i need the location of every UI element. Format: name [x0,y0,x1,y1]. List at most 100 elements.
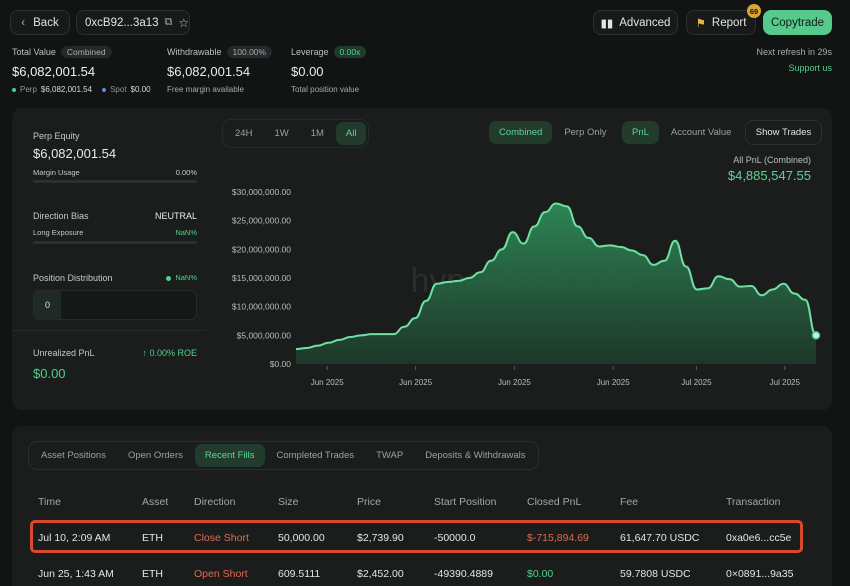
col-time: Time [38,496,61,508]
tab-all[interactable]: All [335,122,367,145]
tab-perp-only[interactable]: Perp Only [564,127,607,138]
leverage-block: Leverage 0.00x $0.00 Total position valu… [291,46,367,94]
position-distribution-label: Position Distribution [33,273,113,283]
y-tick-label: $20,000,000.00 [232,244,291,254]
unrealized-pnl-label: Unrealized PnL [33,348,95,358]
pnl-area-fill [296,203,816,364]
col-fee: Fee [620,496,639,508]
col-price: Price [357,496,381,508]
row1-direction: Close Short [194,532,249,544]
row2-price: $2,452.00 [357,568,404,580]
row1-start-position: -50000.0 [434,532,476,544]
total-value-block: Total Value Combined $6,082,001.54 Perp … [12,46,151,94]
col-transaction: Transaction [726,496,781,508]
spot-dot [102,87,107,92]
row2-asset[interactable]: ETH [142,568,163,580]
divider [12,330,207,331]
x-tick-label: Jun 2025 [597,378,630,387]
tab-1m[interactable]: 1M [310,128,324,139]
unrealized-pnl-value: $0.00 [33,366,66,381]
tab-deposits-withdrawals[interactable]: Deposits & Withdrawals [425,450,526,461]
long-exposure-value: NaN% [175,228,197,237]
mode-tabs: Combined Perp Only [487,119,619,146]
row2-fee: 59.7808 USDC [620,568,691,580]
y-tick-label: $0.00 [270,359,292,369]
row2-direction: Open Short [194,568,248,580]
copy-icon[interactable]: ⧉ [164,16,173,28]
col-direction: Direction [194,496,236,508]
position-count: 0 [34,291,61,319]
perp-value: $6,082,001.54 [40,85,93,94]
col-start-position: Start Position [434,496,497,508]
report-button[interactable]: ⚑ Report [686,10,756,35]
row1-asset[interactable]: ETH [142,532,163,544]
row1-fee: 61,647.70 USDC [620,532,700,544]
advanced-button[interactable]: ▮▮ Advanced [593,10,678,35]
x-tick-label: Jun 2025 [498,378,531,387]
copytrade-button[interactable]: Copytrade [763,10,832,35]
tab-asset-positions[interactable]: Asset Positions [41,450,106,461]
y-tick-label: $15,000,000.00 [232,273,291,283]
row-highlight [30,520,803,553]
metric-tabs: PnL Account Value [620,119,743,146]
x-tick-label: Jul 2025 [770,378,801,387]
row1-transaction[interactable]: 0xa0e6...cc5e [726,532,792,544]
show-trades-button[interactable]: Show Trades [745,120,822,145]
total-value-label: Total Value [12,47,56,57]
back-button[interactable]: ‹ Back [10,10,70,35]
star-icon[interactable]: ☆ [178,15,190,30]
row1-time: Jul 10, 2:09 AM [38,532,111,544]
col-size: Size [278,496,299,508]
pnl-endpoint[interactable] [811,331,821,340]
y-tick-label: $5,000,000.00 [237,330,292,340]
long-exposure-label: Long Exposure [33,228,84,237]
pnl-line [295,202,817,351]
perp-dot [12,87,16,92]
long-exposure-bar [33,241,197,244]
total-value: $6,082,001.54 [12,64,96,79]
tab-1w[interactable]: 1W [274,128,289,139]
perp-label: Perp [20,85,37,94]
wallet-address: 0xcB92...3a13 [85,16,159,29]
tab-24h[interactable]: 24H [235,128,253,139]
x-tick-label: Jun 2025 [399,378,432,387]
pnl-label: All PnL (Combined) [733,155,811,165]
row2-time: Jun 25, 1:43 AM [38,568,114,580]
leverage-value: $0.00 [291,64,324,79]
tab-recent-fills[interactable]: Recent Fills [194,444,265,467]
tab-twap[interactable]: TWAP [376,450,404,461]
spot-value: $0.00 [130,85,151,94]
tab-account-value[interactable]: Account Value [670,127,732,138]
margin-usage-label: Margin Usage [33,168,80,177]
tab-open-orders[interactable]: Open Orders [127,450,183,461]
margin-usage-bar [33,180,197,183]
position-distribution-value: NaN% [150,273,197,282]
combined-badge: Combined [60,46,112,58]
pnl-value: $4,885,547.55 [727,168,811,183]
withdrawable-sub: Free margin available [167,85,244,94]
row1-size: 50,000.00 [278,532,325,544]
activity-panel [12,426,832,586]
row2-size: 609.5111 [278,568,321,580]
x-tick-label: Jun 2025 [311,378,344,387]
direction-bias-label: Direction Bias [33,211,89,221]
withdrawable-badge: 100.00% [226,46,273,58]
tab-pnl[interactable]: PnL [622,121,659,144]
tab-combined[interactable]: Combined [489,121,553,144]
y-tick-label: $25,000,000.00 [232,216,291,226]
row2-transaction[interactable]: 0×0891...9a35 [726,568,794,580]
pnl-area-chart[interactable]: hyperdash.info $0.00$5,000,000.00$10,000… [222,180,822,390]
support-link[interactable]: Support us [788,63,832,73]
flag-icon: ⚑ [695,17,706,30]
withdrawable-block: Withdrawable 100.00% $6,082,001.54 Free … [167,46,273,94]
position-distribution-box: 0 [33,290,197,320]
withdrawable-label: Withdrawable [167,47,222,57]
perp-equity-label: Perp Equity [33,131,80,141]
y-tick-label: $10,000,000.00 [232,302,291,312]
bar-chart-icon: ▮▮ [600,17,614,30]
roe-value: ↑ 0.00% ROE [142,348,197,358]
row2-start-position: -49390.4889 [434,568,493,580]
tab-completed-trades[interactable]: Completed Trades [276,450,355,461]
distribution-dot [166,275,172,281]
leverage-badge: 0.00x [333,46,367,58]
